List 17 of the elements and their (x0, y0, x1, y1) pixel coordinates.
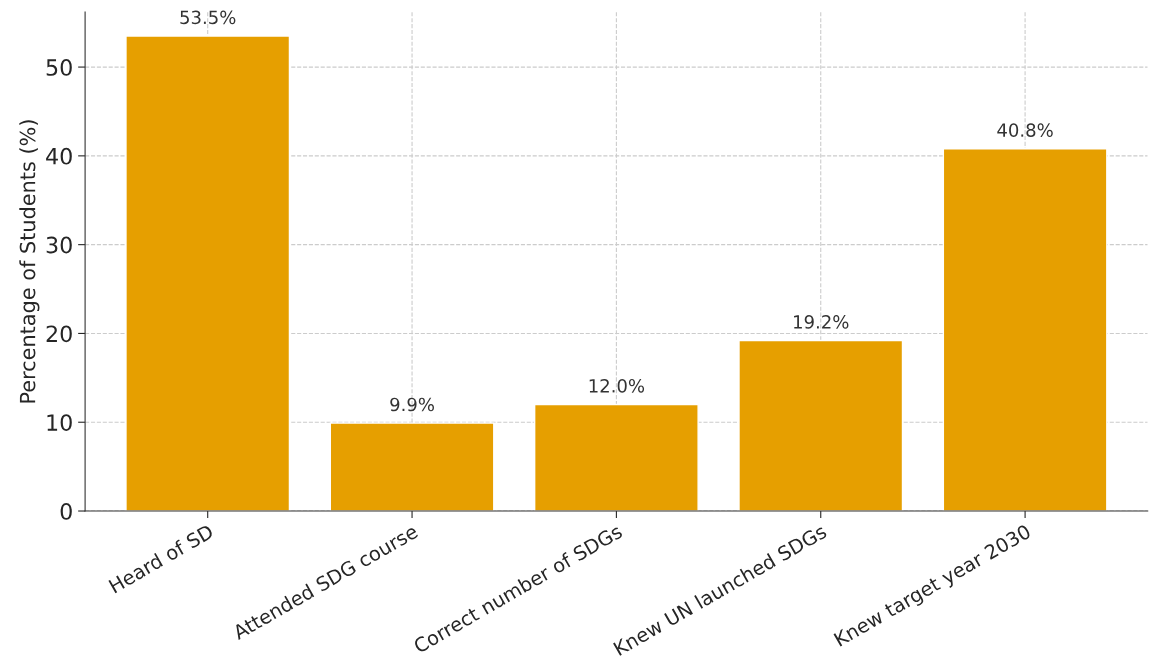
y-tick-label: 20 (46, 325, 72, 343)
bar (125, 35, 291, 512)
data-label: 9.9% (390, 397, 434, 412)
data-label: 40.8% (997, 123, 1053, 137)
bar (942, 148, 1108, 512)
bar (533, 403, 699, 512)
y-tick-label: 40 (46, 147, 72, 165)
bar (738, 339, 904, 512)
data-label: 53.5% (180, 10, 236, 25)
y-axis-title: Percentage of Students (%) (19, 120, 40, 403)
y-tick-label: 50 (46, 59, 72, 76)
y-tick-label: 0 (60, 502, 72, 520)
bar (329, 422, 495, 512)
data-label: 12.0% (589, 378, 645, 393)
y-tick-label: 30 (46, 236, 72, 254)
y-tick-label: 10 (47, 414, 72, 431)
data-label: 19.2% (794, 315, 849, 329)
